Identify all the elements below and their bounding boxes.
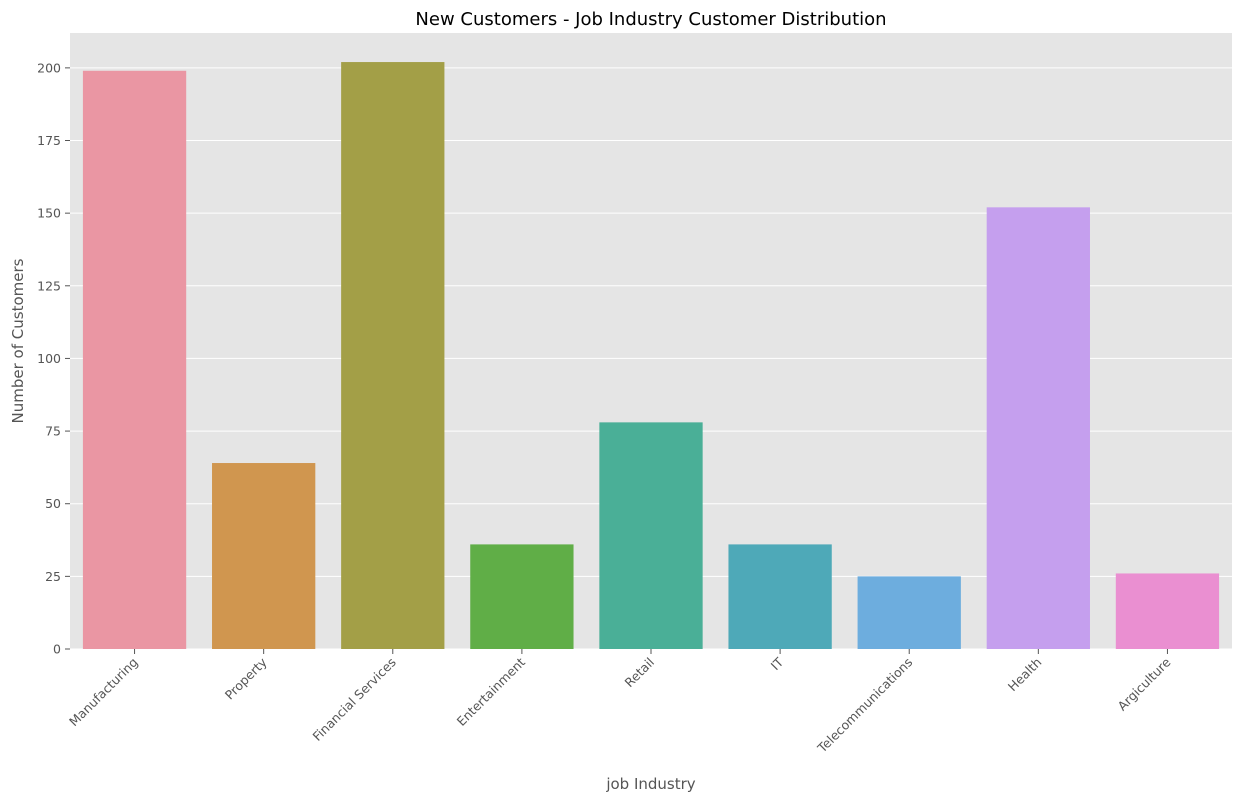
- bar-entertainment: [470, 544, 574, 649]
- y-tick-label: 50: [45, 496, 61, 511]
- x-tick-label: Entertainment: [454, 654, 528, 728]
- x-tick-label: Financial Services: [310, 655, 399, 744]
- y-axis: 0 25 50 75 100 125 150 175 200: [37, 60, 70, 657]
- y-tick-label: 125: [37, 278, 61, 293]
- y-axis-label: Number of Customers: [9, 258, 27, 423]
- bar-argiculture: [1115, 573, 1220, 649]
- y-tick-label: 150: [37, 206, 61, 221]
- y-tick-label: 25: [45, 569, 61, 584]
- bar-financial-services: [341, 62, 445, 650]
- y-tick-label: 200: [37, 60, 61, 75]
- x-axis: Manufacturing Property Financial Services E…: [66, 649, 1174, 756]
- y-tick-label: 0: [53, 642, 61, 657]
- y-tick-label: 175: [37, 133, 61, 148]
- y-tick-label: 100: [37, 351, 61, 366]
- bar-manufacturing: [82, 70, 187, 650]
- x-tick-label: Argiculture: [1115, 654, 1174, 713]
- x-tick-label: IT: [768, 654, 787, 673]
- x-tick-label: Health: [1005, 655, 1045, 695]
- x-tick-label: Telecommunications: [814, 655, 916, 757]
- x-tick-label: Property: [222, 654, 270, 702]
- x-tick-label: Retail: [622, 655, 658, 691]
- bar-retail: [599, 422, 703, 649]
- bar-it: [728, 544, 832, 649]
- bar-telecommunications: [857, 576, 961, 649]
- bar-health: [986, 207, 1090, 649]
- x-tick-label: Manufacturing: [66, 655, 141, 730]
- bar-property: [212, 463, 316, 649]
- bars: [82, 62, 1220, 650]
- chart-title: New Customers - Job Industry Customer Di…: [415, 9, 886, 30]
- x-axis-label: job Industry: [605, 775, 695, 793]
- y-tick-label: 75: [45, 424, 61, 439]
